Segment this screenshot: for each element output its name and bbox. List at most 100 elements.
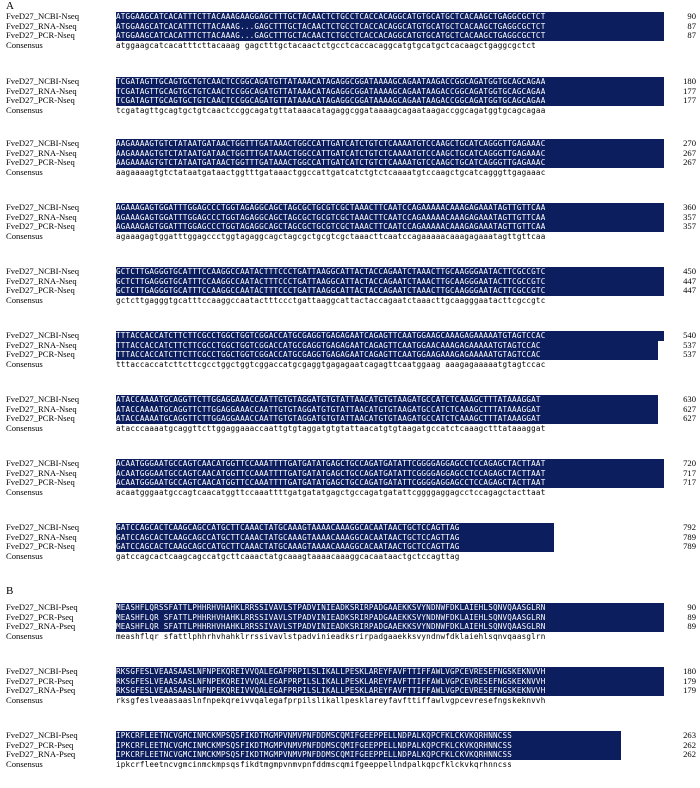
aligned-sequence: IPKCRFLEETNCVGMCINMCKMPSQSFIKDTMGMPVNMVP… [116, 740, 622, 750]
sequence-name: FveD27_RNA-Nseq [6, 339, 77, 350]
sequence-name: Consensus [6, 230, 43, 241]
aligned-sequence: ATACCAAAATGCAGGTTCTTGGAGGAAACCAATTGTGTAG… [116, 395, 658, 405]
sequence-row: FveD27_NCBI-Nseq ACAATGGGAATGCCAGTCAACATG… [6, 458, 696, 469]
sequence-row: FveD27_PCR-Nseq GATCCAGCACTCAAGCAGCCATGCT… [6, 541, 696, 552]
position-number: 447 [683, 285, 696, 295]
alignment-block: FveD27_NCBI-Nseq TCGATAGTTGCAGTGCTGTCAACT… [6, 76, 696, 115]
position-number: 720 [683, 458, 696, 468]
alignment-block: FveD27_NCBI-Nseq ATACCAAAATGCAGGTTCTTGGAG… [6, 394, 696, 433]
sequence-name: Consensus [6, 550, 43, 561]
aligned-sequence: ATGGAAGCATCACATTTCTTACAAAGAAGGAGCTTTGCTA… [116, 12, 664, 22]
sequence-name: FveD27_PCR-Nseq [6, 157, 75, 167]
position-number: 447 [683, 275, 696, 286]
position-number: 717 [683, 477, 696, 487]
aligned-sequence: TTTACCACCATCTTCTTCGCCTGGCTGGTCGGACCATGCG… [116, 350, 658, 360]
consensus-sequence: atggaagcatcacatttcttacaaag gagctttgctaca… [116, 40, 536, 50]
sequence-name: Consensus [6, 422, 43, 433]
position-number: 267 [683, 147, 696, 158]
position-number: 627 [683, 403, 696, 414]
sequence-name: Consensus [6, 294, 43, 305]
aligned-sequence: GATCCAGCACTCAAGCAGCCATGCTTCAAACTATGCAAAG… [116, 542, 555, 552]
sequence-row: FveD27_RNA-Nseq TTTACCACCATCTTCTTCGCCTGGC… [6, 339, 696, 350]
sequence-name: FveD27_RNA-Nseq [6, 20, 77, 31]
sequence-name: FveD27_NCBI-Nseq [6, 76, 80, 86]
sequence-name: Consensus [6, 694, 43, 705]
sequence-row: FveD27_NCBI-Nseq AGAAAGAGTGGATTTGGAGCCCTG… [6, 202, 696, 213]
sequence-row: FveD27_PCR-Nseq AAGAAAAGTGTCTATAATGATAACT… [6, 157, 696, 168]
aligned-sequence: RKSGFESLVEAASAASLNFNPEKQREIVVQALEGAFPRPI… [116, 676, 664, 686]
aligned-sequence: GATCCAGCACTCAAGCAGCCATGCTTCAAACTATGCAAAG… [116, 523, 555, 533]
sequence-name: FveD27_RNA-Nseq [6, 403, 77, 414]
sequence-name: FveD27_PCR-Nseq [6, 221, 75, 231]
consensus-row: Consensus ipkcrfleetncvgmcinmckmpsqsfikdt… [6, 759, 696, 770]
sequence-name: FveD27_RNA-Nseq [6, 85, 77, 96]
aligned-sequence: GCTCTTGAGGGTGCATTTCCAAGGCCAATACTTTCCCTGA… [116, 286, 664, 296]
consensus-sequence: gatccagcactcaagcagccatgcttcaaactatgcaaag… [116, 551, 460, 561]
sequence-row: FveD27_PCR-Pseq RKSGFESLVEAASAASLNFNPEKQR… [6, 676, 696, 686]
sequence-row: FveD27_PCR-Nseq ATGGAAGCATCACATTTCTTACAAA… [6, 30, 696, 41]
aligned-sequence: ATGGAAGCATCACATTTCTTACAAAG...GAGCTTTGCTA… [116, 31, 664, 41]
sequence-name: FveD27_NCBI-Nseq [6, 266, 80, 276]
sequence-name: FveD27_RNA-Pseq [6, 685, 76, 695]
position-number: 180 [683, 666, 696, 676]
position-number: 262 [683, 739, 696, 750]
position-number: 537 [683, 349, 696, 359]
aligned-sequence: TCGATAGTTGCAGTGCTGTCAACTCCGGCAGATGTTATAA… [116, 96, 664, 106]
aligned-sequence: AGAAAGAGTGGATTTGGAGCCCTGGTAGAGGCAGCTAGCG… [116, 203, 664, 213]
consensus-row: Consensus agaaagagtggatttggagccctggtagagg… [6, 230, 696, 242]
sequence-name: Consensus [6, 104, 43, 115]
sequence-name: Consensus [6, 358, 43, 369]
sequence-name: Consensus [6, 630, 43, 641]
sequence-name: FveD27_PCR-Pseq [6, 611, 74, 622]
position-number: 267 [683, 157, 696, 167]
sequence-row: FveD27_RNA-Nseq TCGATAGTTGCAGTGCTGTCAACTC… [6, 85, 696, 96]
sequence-row: FveD27_NCBI-Nseq GCTCTTGAGGGTGCATTTCCAAGG… [6, 266, 696, 277]
consensus-sequence: tcgatagttgcagtgctgtcaactccggcagatgttataa… [116, 105, 546, 115]
aligned-sequence: IPKCRFLEETNCVGMCINMCKMPSQSFIKDTMGMPVNMVP… [116, 750, 622, 760]
sequence-name: FveD27_PCR-Nseq [6, 30, 75, 40]
sequence-row: FveD27_RNA-Pseq IPKCRFLEETNCVGMCINMCKMPSQ… [6, 749, 696, 760]
position-number: 180 [683, 76, 696, 86]
position-number: 89 [687, 611, 696, 622]
consensus-sequence: ipkcrfleetncvgmcinmckmpsqsfikdtmgmpvnmvp… [116, 759, 513, 769]
sequence-row: FveD27_RNA-Pseq MEASHFLQR SFATTLPHHRHVHAH… [6, 621, 696, 632]
consensus-row: Consensus acaatgggaatgccagtcaacatggttccaa… [6, 487, 696, 498]
position-number: 627 [683, 413, 696, 423]
position-number: 90 [687, 11, 696, 21]
aligned-sequence: TCGATAGTTGCAGTGCTGTCAACTCCGGCAGATGTTATAA… [116, 86, 664, 96]
sequence-row: FveD27_PCR-Pseq IPKCRFLEETNCVGMCINMCKMPSQ… [6, 739, 696, 750]
position-number: 177 [683, 85, 696, 96]
aligned-sequence: ATACCAAAATGCAGGTTCTTGGAGGAAACCAATTGTGTAG… [116, 404, 658, 414]
position-number: 540 [683, 330, 696, 340]
consensus-sequence: agaaagagtggatttggagccctggtagaggcagctagcg… [116, 231, 546, 241]
panel-label-a: A [6, 0, 14, 12]
sequence-row: FveD27_NCBI-Pseq RKSGFESLVEAASAASLNFNPEKQ… [6, 666, 696, 677]
aligned-sequence: ATGGAAGCATCACATTTCTTACAAAG...GAGCTTTGCTA… [116, 21, 664, 31]
position-number: 537 [683, 339, 696, 350]
sequence-row: FveD27_RNA-Nseq ATACCAAAATGCAGGTTCTTGGAGG… [6, 403, 696, 414]
position-number: 789 [683, 541, 696, 551]
consensus-row: Consensus atggaagcatcacatttcttacaaag gagc… [6, 40, 696, 51]
consensus-sequence: atacccaaaatgcaggttcttggaggaaaccaattgtgta… [116, 423, 546, 433]
sequence-row: FveD27_NCBI-Nseq TCGATAGTTGCAGTGCTGTCAACT… [6, 76, 696, 87]
consensus-row: Consensus gatccagcactcaagcagccatgcttcaaac… [6, 550, 696, 562]
sequence-row: FveD27_NCBI-Nseq ATGGAAGCATCACATTTCTTACAA… [6, 11, 696, 22]
alignment-block: FveD27_NCBI-Nseq GATCCAGCACTCAAGCAGCCATGC… [6, 522, 696, 562]
sequence-name: FveD27_NCBI-Nseq [6, 138, 80, 148]
aligned-sequence: AAGAAAAGTGTCTATAATGATAACTGGTTTGATAAACTGG… [116, 139, 664, 149]
sequence-name: FveD27_RNA-Pseq [6, 621, 76, 631]
sequence-row: FveD27_RNA-Nseq GATCCAGCACTCAAGCAGCCATGCT… [6, 532, 696, 542]
sequence-row: FveD27_RNA-Nseq ATGGAAGCATCACATTTCTTACAAA… [6, 20, 696, 31]
sequence-name: FveD27_NCBI-Nseq [6, 11, 80, 21]
aligned-sequence: TTTACCACCATCTTCTTCGCCTGGCTGGTCGGACCATGCG… [116, 331, 664, 341]
position-number: 89 [687, 621, 696, 631]
aligned-sequence: AGAAAGAGTGGATTTGGAGCCCTGGTAGAGGCAGCTAGCG… [116, 222, 664, 232]
position-number: 177 [683, 95, 696, 105]
sequence-row: FveD27_PCR-Nseq TCGATAGTTGCAGTGCTGTCAACTC… [6, 95, 696, 106]
consensus-sequence: rksgfeslveaasaaslnfnpekqreivvqalegafprpi… [116, 695, 546, 705]
consensus-row: Consensus gctcttgagggtgcatttccaaggccaatac… [6, 294, 696, 306]
sequence-name: FveD27_PCR-Nseq [6, 349, 75, 359]
consensus-row: Consensus tttaccaccatcttcttcgcctggctggtcg… [6, 358, 696, 370]
sequence-name: FveD27_PCR-Nseq [6, 541, 75, 551]
sequence-name: FveD27_RNA-Nseq [6, 275, 77, 286]
